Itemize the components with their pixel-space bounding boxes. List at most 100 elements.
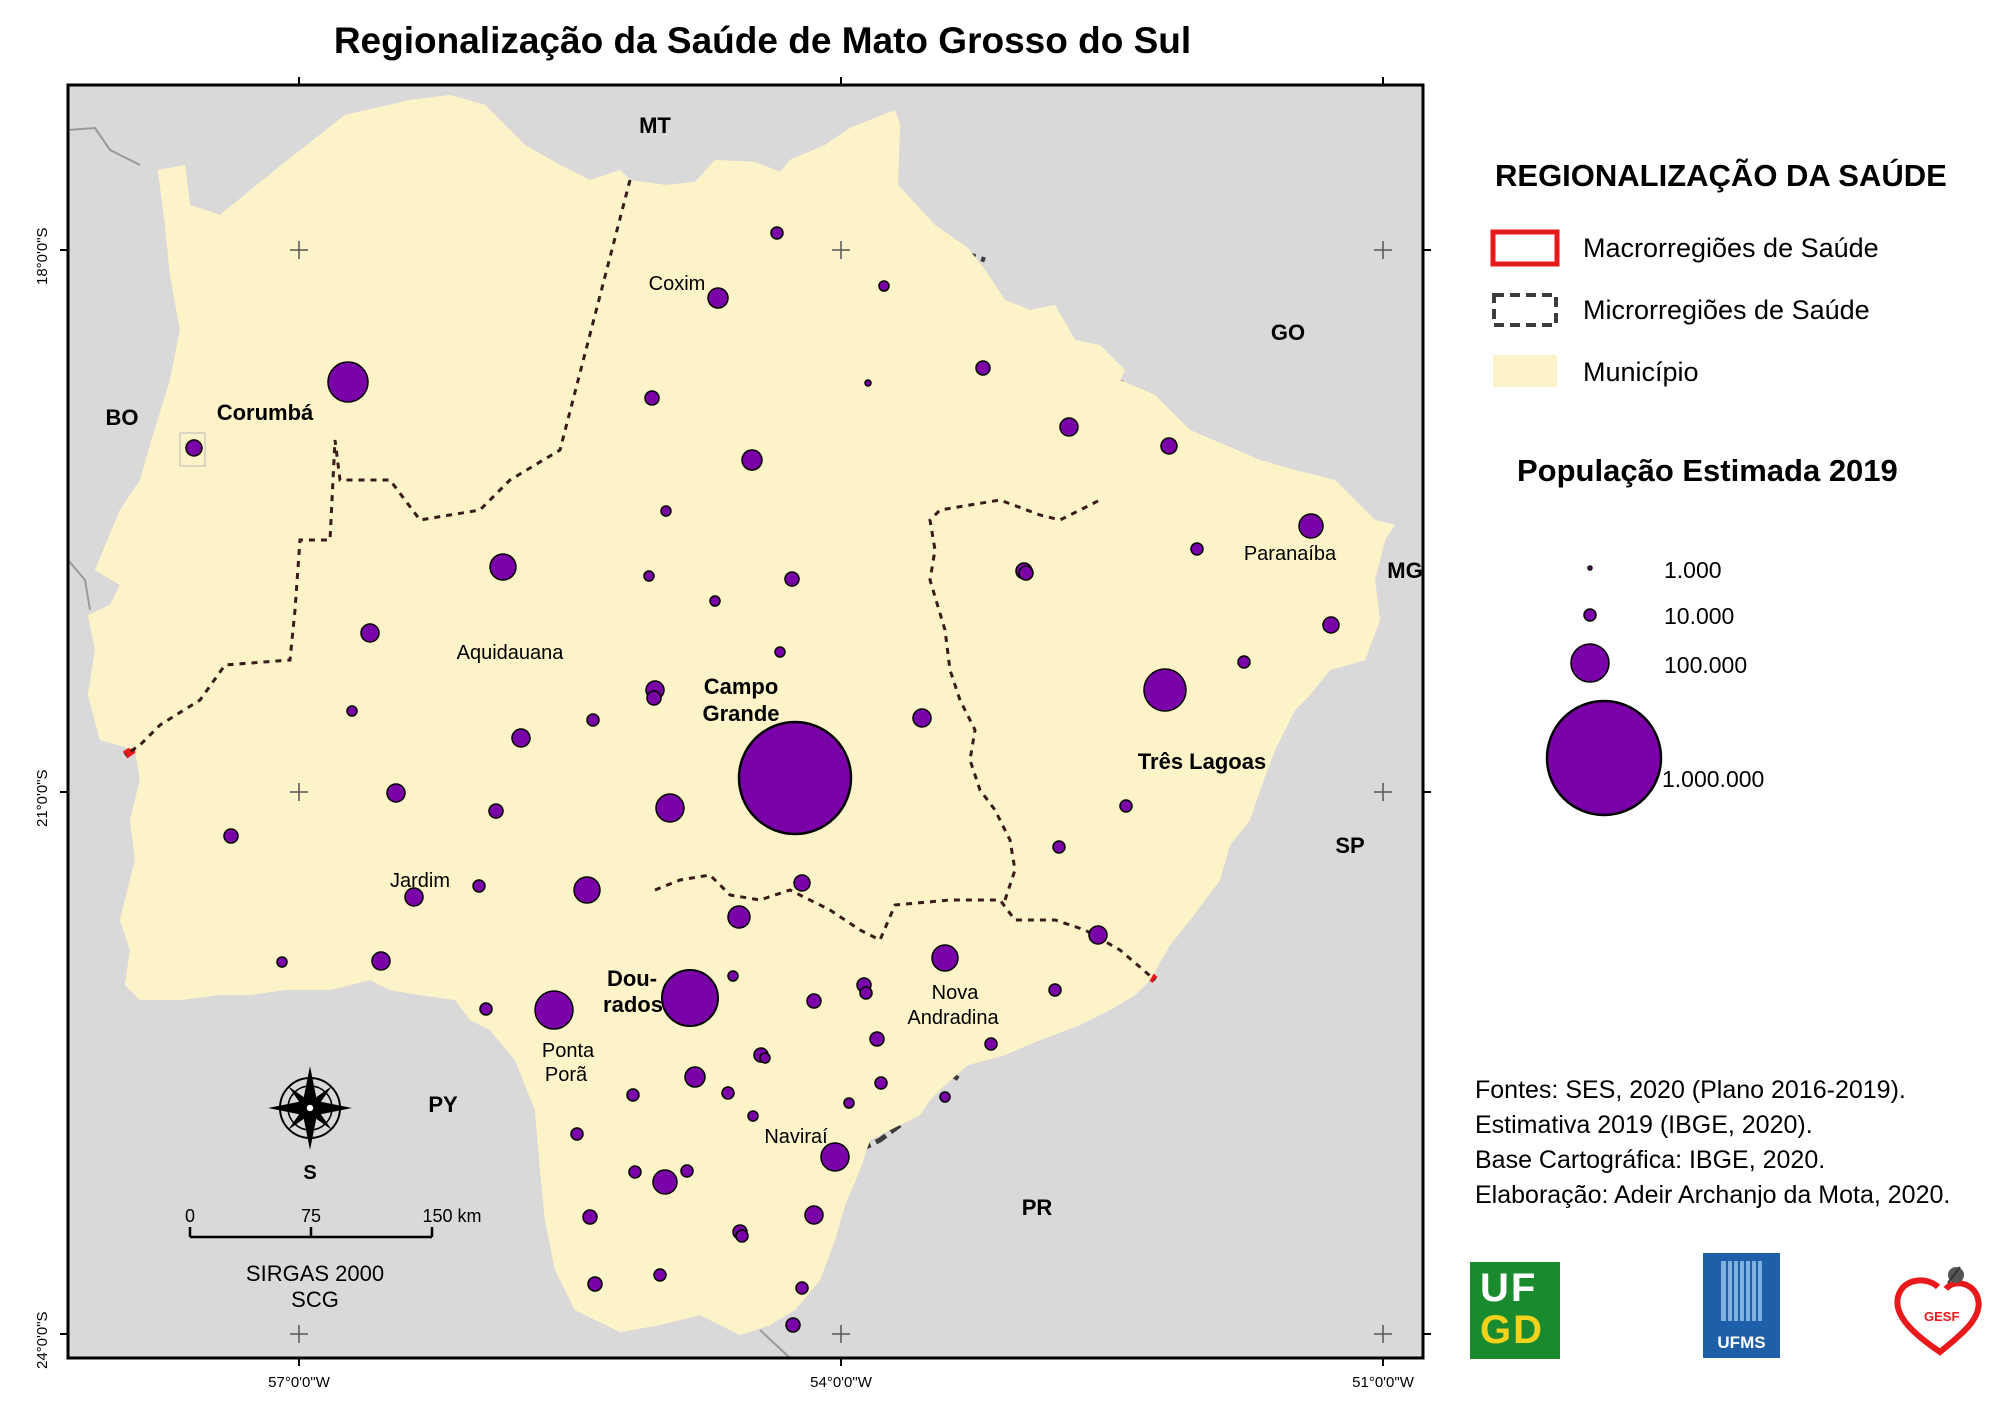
- pop-circle: [479, 1002, 493, 1016]
- legend-title: REGIONALIZAÇÃO DA SAÚDE: [1495, 158, 1947, 193]
- place-aquidauana: Aquidauana: [457, 642, 565, 664]
- pop-circle-corumba: [327, 361, 369, 403]
- neighbor-mt: MT: [639, 113, 671, 138]
- pop-circle: [727, 970, 739, 982]
- pop-circle-navirai: [820, 1142, 850, 1172]
- pop-circle: [386, 783, 406, 803]
- pop-circle: [653, 1268, 667, 1282]
- pop-circle: [785, 1317, 801, 1333]
- pop-circle: [735, 1229, 749, 1243]
- scale-label-75: 75: [301, 1206, 321, 1226]
- place-campo-grande-1: Campo: [704, 674, 779, 699]
- pop-circle-tres-lagoas: [1143, 668, 1187, 712]
- pop-circle: [655, 793, 685, 823]
- place-tres-lagoas: Três Lagoas: [1138, 749, 1266, 774]
- ufgd-logo: UF GD: [1470, 1262, 1560, 1359]
- pop-circle: [1018, 565, 1034, 581]
- pop-circle: [1052, 840, 1066, 854]
- pop-circle: [660, 505, 672, 517]
- legend-pop-1000: 1.000: [1664, 557, 1722, 583]
- pop-circle: [404, 887, 424, 907]
- place-nova-andradina-1: Nova: [932, 982, 980, 1004]
- compass-rose-icon: [268, 1066, 352, 1150]
- neighbor-sp: SP: [1335, 833, 1364, 858]
- pop-circle: [1298, 513, 1324, 539]
- pop-circle: [652, 1169, 678, 1195]
- pop-circle: [1160, 437, 1178, 455]
- pop-circle: [806, 993, 822, 1009]
- pop-circle: [684, 1066, 706, 1088]
- legend-micro-label: Microrregiões de Saúde: [1583, 295, 1870, 325]
- pop-circle: [626, 1088, 640, 1102]
- pop-circle: [1322, 616, 1340, 634]
- place-navirai: Naviraí: [764, 1126, 828, 1148]
- gesf-logo: GESF: [1888, 1257, 1993, 1362]
- scale-label-0: 0: [185, 1206, 195, 1226]
- pop-circle: [859, 986, 873, 1000]
- legend-macro-swatch: [1490, 229, 1560, 267]
- pop-circle: [185, 439, 203, 457]
- pop-circle: [472, 879, 486, 893]
- source-line-2: Estimativa 2019 (IBGE, 2020).: [1475, 1111, 1813, 1139]
- pop-circle: [784, 571, 800, 587]
- legend-municipio-label: Município: [1583, 357, 1699, 387]
- gesf-heart-icon: [1894, 1266, 1982, 1356]
- lon-label-51: 51°0'0"W: [1352, 1374, 1415, 1391]
- lat-label-24: 24°0'0"S: [34, 1311, 51, 1369]
- pop-circle: [587, 1276, 603, 1292]
- pop-circle: [1088, 925, 1108, 945]
- place-ponta-pora-2: Porã: [545, 1064, 588, 1086]
- pop-circle: [741, 449, 763, 471]
- ufgd-logo-line2: GD: [1480, 1308, 1544, 1352]
- scale-label-150: 150 km: [422, 1206, 481, 1226]
- pop-circle: [747, 1110, 759, 1122]
- macro-borders: [88, 95, 1395, 1335]
- lon-label-54: 54°0'0"W: [810, 1374, 873, 1391]
- pop-circle: [371, 951, 391, 971]
- legend-circle-1000000: [1545, 699, 1663, 817]
- pop-circle: [774, 646, 786, 658]
- pop-circle: [721, 1086, 735, 1100]
- pop-circle: [646, 690, 662, 706]
- pop-circle: [843, 1097, 855, 1109]
- legend-macro-label: Macrorregiões de Saúde: [1583, 233, 1879, 263]
- pop-circle: [489, 553, 517, 581]
- pop-circle: [644, 390, 660, 406]
- compass-south-label: S: [303, 1162, 316, 1184]
- pop-circle: [223, 828, 239, 844]
- legend-circle-10000: [1583, 608, 1597, 622]
- pop-circle: [1119, 799, 1133, 813]
- legend-circle-1000: [1587, 565, 1593, 571]
- pop-circle: [984, 1037, 998, 1051]
- pop-circle: [707, 287, 729, 309]
- source-line-1: Fontes: SES, 2020 (Plano 2016-2019).: [1475, 1076, 1906, 1104]
- legend-circle-100000: [1570, 643, 1610, 683]
- pop-circle: [931, 944, 959, 972]
- place-campo-grande-2: Grande: [702, 701, 779, 726]
- pop-circle: [795, 1281, 809, 1295]
- place-ponta-pora-1: Ponta: [542, 1040, 595, 1062]
- ufms-building-icon: [1721, 1261, 1762, 1321]
- legend-pop-10000: 10.000: [1664, 603, 1735, 629]
- population-circles: [185, 226, 1340, 1333]
- ufms-logo-text: UFMS: [1717, 1333, 1766, 1352]
- legend-pop-title: População Estimada 2019: [1517, 453, 1898, 488]
- place-coxim: Coxim: [649, 273, 706, 295]
- neighbor-go: GO: [1271, 320, 1305, 345]
- scale-bar: [188, 1227, 434, 1239]
- pop-circle: [643, 570, 655, 582]
- pop-circle: [864, 379, 872, 387]
- pop-circle-dourados: [661, 969, 719, 1027]
- legend-micro-swatch: [1492, 293, 1558, 327]
- pop-circle: [709, 595, 721, 607]
- pop-circle: [586, 713, 600, 727]
- place-corumba: Corumbá: [217, 400, 314, 425]
- ufms-logo: UFMS: [1703, 1253, 1780, 1358]
- place-dourados-1: Dou-: [607, 966, 657, 991]
- river-line: [67, 126, 141, 611]
- place-paranaiba: Paranaíba: [1244, 543, 1337, 565]
- pop-circle-campo-grande: [737, 720, 853, 836]
- graticule-crosses: [290, 241, 1392, 1343]
- gesf-logo-text: GESF: [1924, 1309, 1960, 1324]
